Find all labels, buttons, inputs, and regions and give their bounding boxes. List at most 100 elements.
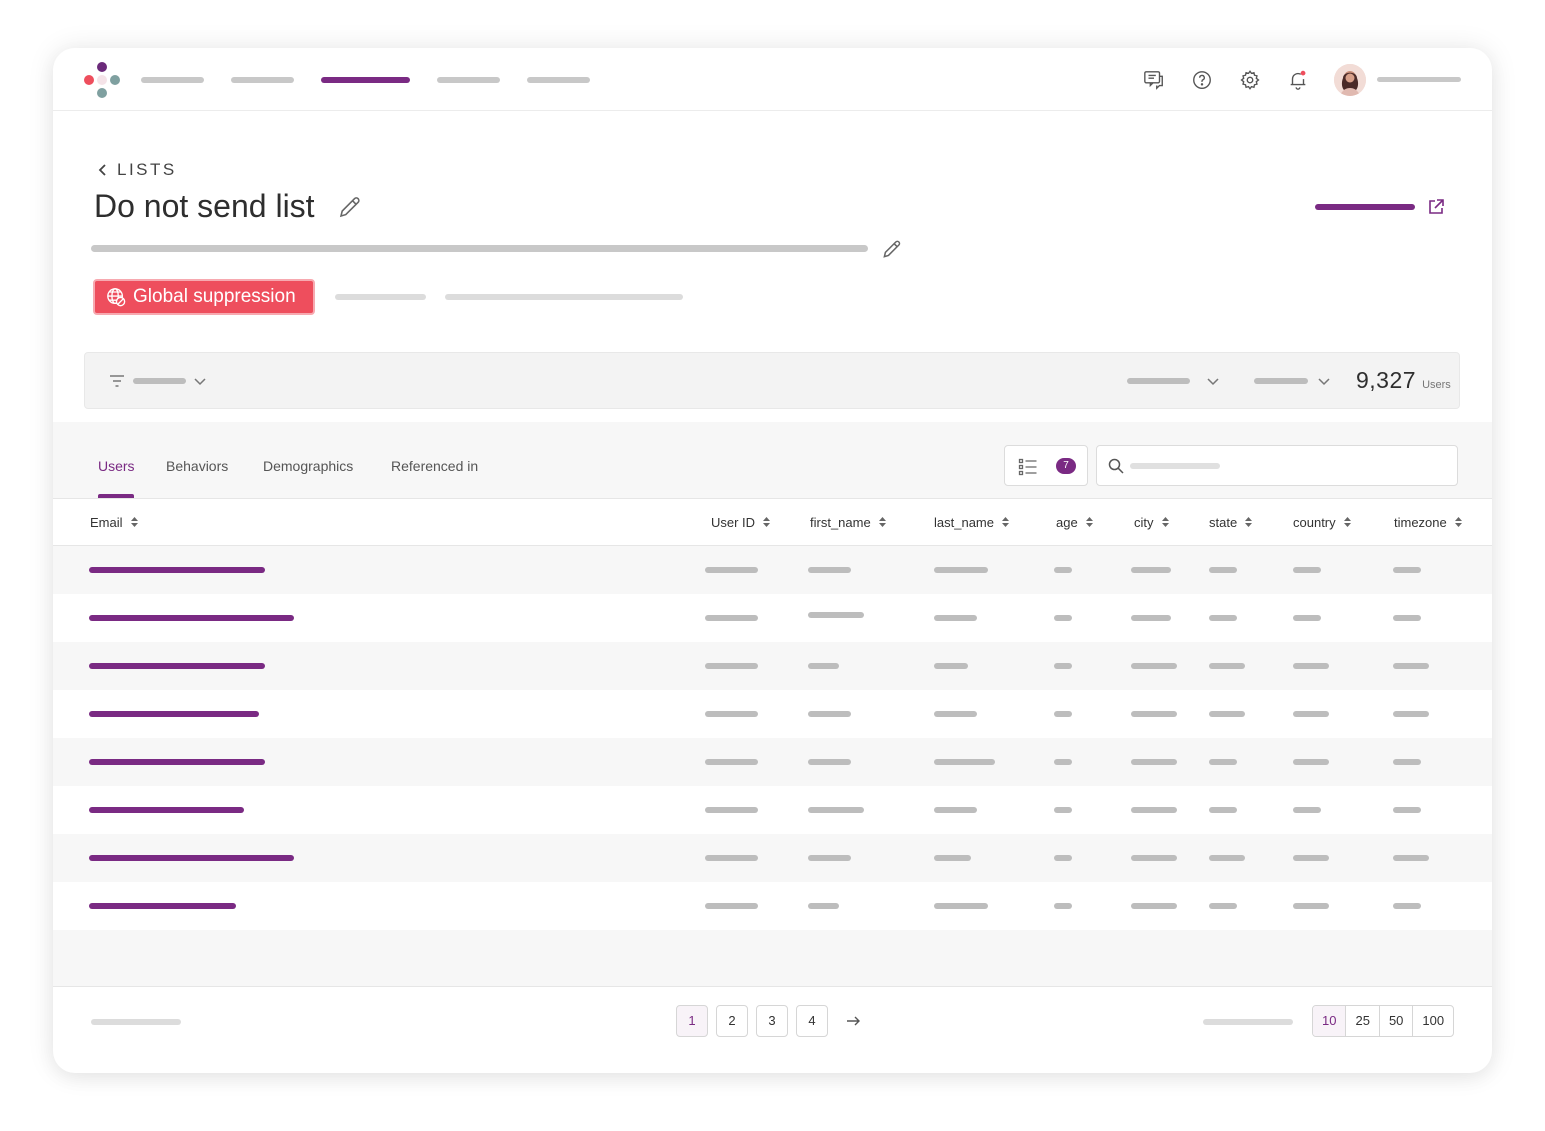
user-name-placeholder[interactable] <box>1377 77 1461 82</box>
email-link-placeholder[interactable] <box>89 615 294 621</box>
cell-placeholder <box>1293 807 1321 813</box>
column-header-city[interactable]: city <box>1134 515 1169 530</box>
cell-placeholder <box>705 855 758 861</box>
table-row[interactable] <box>53 786 1492 834</box>
page-size-option-10[interactable]: 10 <box>1313 1006 1346 1036</box>
tab-referenced-in[interactable]: Referenced in <box>391 458 479 474</box>
app-window: LISTS Do not send list Global suppressio… <box>53 48 1492 1073</box>
cell-placeholder <box>1293 711 1329 717</box>
table-row[interactable] <box>53 834 1492 882</box>
arrow-right-icon[interactable] <box>843 1011 863 1031</box>
email-link-placeholder[interactable] <box>89 903 236 909</box>
app-logo[interactable] <box>83 61 121 99</box>
column-header-state[interactable]: state <box>1209 515 1253 530</box>
nav-item-placeholder[interactable] <box>141 77 204 83</box>
help-icon[interactable] <box>1189 67 1215 93</box>
column-header-country[interactable]: country <box>1293 515 1351 530</box>
segment-select-placeholder[interactable] <box>1127 378 1190 384</box>
external-link-icon[interactable] <box>1427 198 1445 216</box>
badge-label: Global suppression <box>133 286 296 307</box>
column-header-age[interactable]: age <box>1056 515 1093 530</box>
cell-placeholder <box>705 807 758 813</box>
sort-icon[interactable] <box>1245 515 1253 530</box>
column-header-email[interactable]: Email <box>90 515 138 530</box>
email-link-placeholder[interactable] <box>89 663 265 669</box>
column-header-label: state <box>1209 515 1238 530</box>
filter-icon[interactable] <box>107 371 127 391</box>
user-avatar[interactable] <box>1334 64 1366 96</box>
cell-placeholder <box>1293 759 1329 765</box>
user-count-label: Users <box>1422 379 1451 391</box>
feedback-icon[interactable] <box>1141 67 1167 93</box>
sort-icon[interactable] <box>1085 515 1093 530</box>
sort-icon[interactable] <box>763 515 771 530</box>
table-row[interactable] <box>53 594 1492 642</box>
email-link-placeholder[interactable] <box>89 855 294 861</box>
table-row[interactable] <box>53 738 1492 786</box>
header-action-placeholder[interactable] <box>1315 204 1415 210</box>
column-header-label: User ID <box>711 515 756 530</box>
cell-placeholder <box>1131 567 1171 573</box>
column-header-timezone[interactable]: timezone <box>1394 515 1462 530</box>
sort-icon[interactable] <box>1343 515 1351 530</box>
nav-item-active[interactable] <box>321 77 410 83</box>
table-row[interactable] <box>53 546 1492 594</box>
table-row[interactable] <box>53 690 1492 738</box>
cell-placeholder <box>1209 663 1245 669</box>
page-button-2[interactable]: 2 <box>716 1005 748 1037</box>
columns-button[interactable]: 7 <box>1004 445 1088 486</box>
segment-select-placeholder[interactable] <box>1254 378 1308 384</box>
cell-placeholder <box>934 615 977 621</box>
pencil-icon[interactable] <box>881 238 903 260</box>
email-link-placeholder[interactable] <box>89 711 259 717</box>
sort-icon[interactable] <box>1001 515 1009 530</box>
chevron-down-icon[interactable] <box>1314 371 1334 391</box>
column-header-last-name[interactable]: last_name <box>934 515 1009 530</box>
sort-icon[interactable] <box>1161 515 1169 530</box>
page-size-option-100[interactable]: 100 <box>1412 1006 1453 1036</box>
page-button-4[interactable]: 4 <box>796 1005 828 1037</box>
page-size-option-25[interactable]: 25 <box>1345 1006 1378 1036</box>
search-input[interactable] <box>1227 454 1447 478</box>
email-link-placeholder[interactable] <box>89 759 265 765</box>
page-size-option-50[interactable]: 50 <box>1378 1006 1412 1036</box>
nav-item-placeholder[interactable] <box>527 77 590 83</box>
tab-behaviors[interactable]: Behaviors <box>166 458 229 474</box>
back-to-lists-link[interactable]: LISTS <box>97 160 177 180</box>
column-header-label: city <box>1134 515 1154 530</box>
page-button-1[interactable]: 1 <box>676 1005 708 1037</box>
cell-placeholder <box>934 663 968 669</box>
table-row[interactable] <box>53 642 1492 690</box>
page-button-3[interactable]: 3 <box>756 1005 788 1037</box>
cell-placeholder <box>934 711 977 717</box>
sort-icon[interactable] <box>878 515 886 530</box>
cell-placeholder <box>1293 903 1329 909</box>
user-count-value: 9,327 <box>1356 367 1417 393</box>
cell-placeholder <box>1054 903 1072 909</box>
pencil-icon[interactable] <box>337 194 363 220</box>
sort-icon[interactable] <box>130 515 138 530</box>
tab-users[interactable]: Users <box>98 458 135 474</box>
notification-bell-icon[interactable] <box>1285 67 1311 93</box>
cell-placeholder <box>808 903 839 909</box>
cell-placeholder <box>1293 567 1321 573</box>
chevron-down-icon[interactable] <box>190 371 210 391</box>
nav-item-placeholder[interactable] <box>231 77 294 83</box>
filter-select-placeholder[interactable] <box>133 378 186 384</box>
column-header-first-name[interactable]: first_name <box>810 515 886 530</box>
search-box[interactable] <box>1096 445 1458 486</box>
column-header-user-id[interactable]: User ID <box>711 515 771 530</box>
settings-icon[interactable] <box>1237 67 1263 93</box>
column-header-label: first_name <box>810 515 871 530</box>
email-link-placeholder[interactable] <box>89 807 244 813</box>
meta-placeholder <box>335 294 426 300</box>
chevron-down-icon[interactable] <box>1203 371 1223 391</box>
nav-item-placeholder[interactable] <box>437 77 500 83</box>
cell-placeholder <box>705 903 758 909</box>
cell-placeholder <box>1209 759 1237 765</box>
email-link-placeholder[interactable] <box>89 567 265 573</box>
table-row[interactable] <box>53 882 1492 930</box>
sort-icon[interactable] <box>1454 515 1462 530</box>
cell-placeholder <box>1293 663 1329 669</box>
tab-demographics[interactable]: Demographics <box>263 458 354 474</box>
